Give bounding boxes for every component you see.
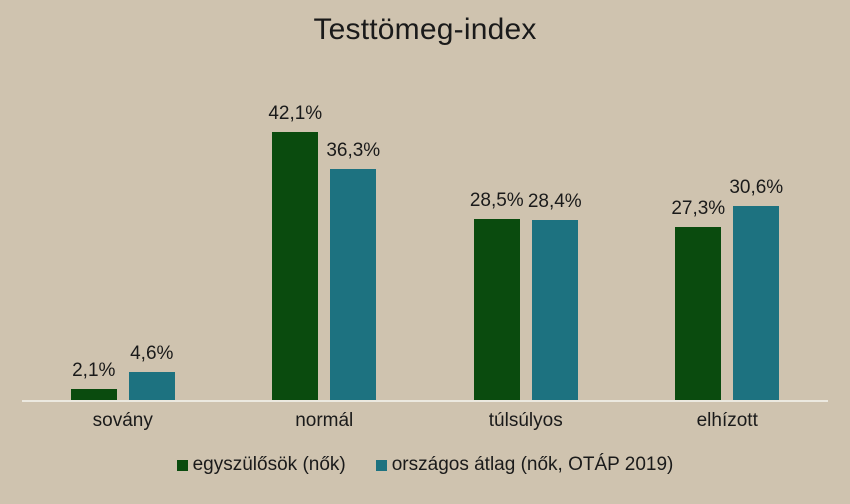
bar-column: 27,3% [671,198,725,402]
bar-column: 4,6% [128,343,175,402]
category-label: elhízott [696,410,758,431]
bar-series1 [272,132,319,402]
legend-item-series1: egyszülősök (nők) [176,454,346,476]
value-label: 36,3% [326,140,381,161]
x-axis-line [22,400,828,402]
bar-column: 2,1% [70,360,117,402]
bar-column: 28,4% [528,191,582,402]
value-label: 4,6% [130,343,174,364]
bar-series2 [733,206,780,402]
value-label: 28,5% [469,190,524,211]
category-label: túlsúlyos [488,410,563,431]
legend-label-series2: országos átlag (nők, OTÁP 2019) [391,454,674,475]
chart-title: Testtömeg-index [313,13,537,46]
bar-column: 30,6% [729,177,783,402]
bar-column: 28,5% [470,190,524,402]
value-label: 28,4% [527,191,582,212]
legend-label-series1: egyszülősök (nők) [192,454,346,475]
bar-column: 36,3% [326,140,380,402]
bar-series2 [330,169,377,402]
bar-group: 28,5% 28,4% [425,50,627,402]
legend-item-series2: országos átlag (nők, OTÁP 2019) [375,454,674,476]
bar-series1 [473,219,520,402]
category-label: normál [295,410,354,431]
bar-series2 [531,220,578,402]
category-label: sovány [92,410,153,431]
bar-group: 42,1% 36,3% [224,50,426,402]
bar-group: 2,1% 4,6% [22,50,224,402]
series1-swatch-icon [176,459,188,471]
legend: egyszülősök (nők) országos átlag (nők, O… [0,454,850,476]
value-label: 42,1% [268,103,323,124]
bar-series2 [128,372,175,402]
bar-column: 42,1% [268,103,322,402]
category-axis: sovány normál túlsúlyos elhízott [0,402,850,440]
bmi-bar-chart: Testtömeg-index 2,1% 4,6% 42,1% 36,3% 28,5% 2… [0,10,850,504]
value-label: 27,3% [671,198,726,219]
value-label: 2,1% [72,360,116,381]
bar-series1 [675,227,722,402]
bar-groups: 2,1% 4,6% 42,1% 36,3% 28,5% 28,4% 27,3% 30,6% [22,50,828,402]
plot-area: 2,1% 4,6% 42,1% 36,3% 28,5% 28,4% 27,3% 30,6% [0,50,850,402]
bar-series1 [70,389,117,402]
value-label: 30,6% [729,177,784,198]
series2-swatch-icon [375,459,387,471]
bar-group: 27,3% 30,6% [627,50,829,402]
